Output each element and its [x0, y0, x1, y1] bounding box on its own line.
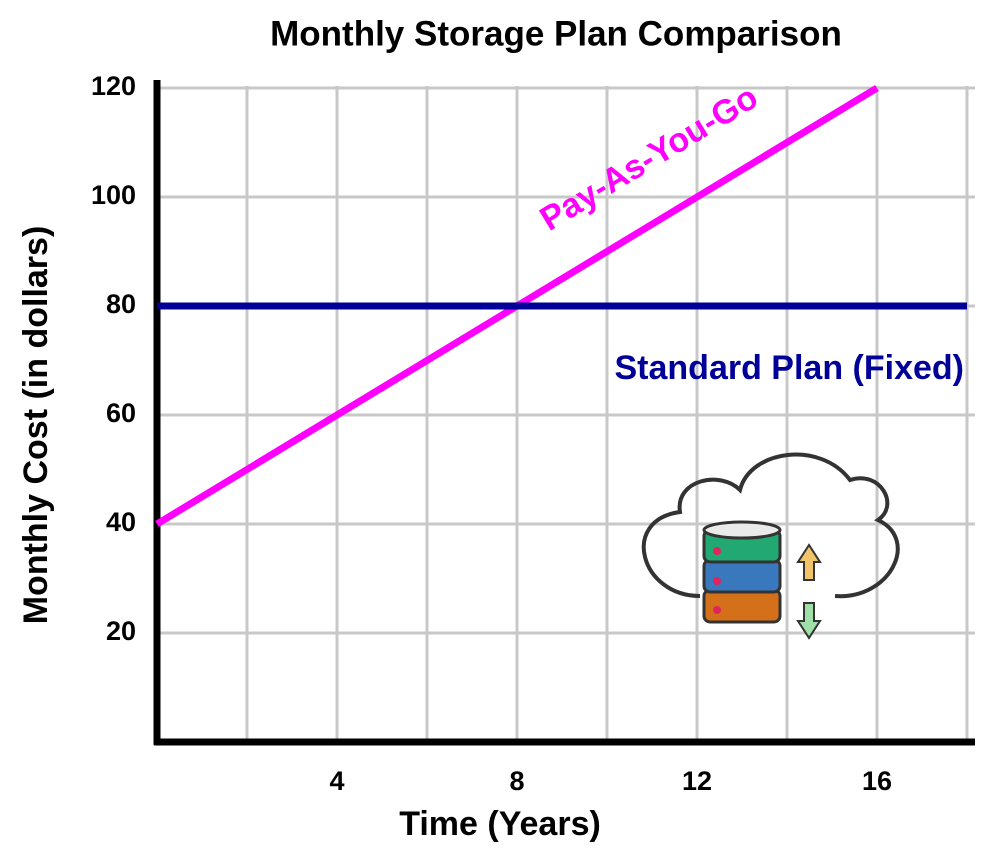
y-tick-label: 20: [106, 616, 136, 646]
x-axis-label: Time (Years): [399, 805, 601, 843]
cloud-icon: [641, 452, 900, 640]
x-tick-label: 8: [509, 766, 524, 796]
grid: [153, 80, 975, 746]
y-tick-label: 100: [91, 180, 136, 210]
y-tick-label: 60: [106, 398, 136, 428]
x-tick-label: 12: [682, 766, 712, 796]
y-tick-label: 120: [91, 71, 136, 101]
chart-title: Monthly Storage Plan Comparison: [270, 14, 842, 53]
x-tick-label: 16: [862, 766, 892, 796]
lines: [155, 85, 967, 527]
x-tick-label: 4: [329, 766, 344, 796]
labels: 4 8 12 16 20 40 60 80 100 120 Pay-As-You-Go Standar…: [91, 71, 964, 796]
series-label: Pay-As-You-Go: [534, 78, 765, 238]
y-tick-label: 40: [106, 507, 136, 537]
y-axis-label: Monthly Cost (in dollars): [17, 226, 55, 625]
y-tick-label: 80: [106, 289, 136, 319]
series-label: Standard Plan (Fixed): [615, 349, 965, 387]
